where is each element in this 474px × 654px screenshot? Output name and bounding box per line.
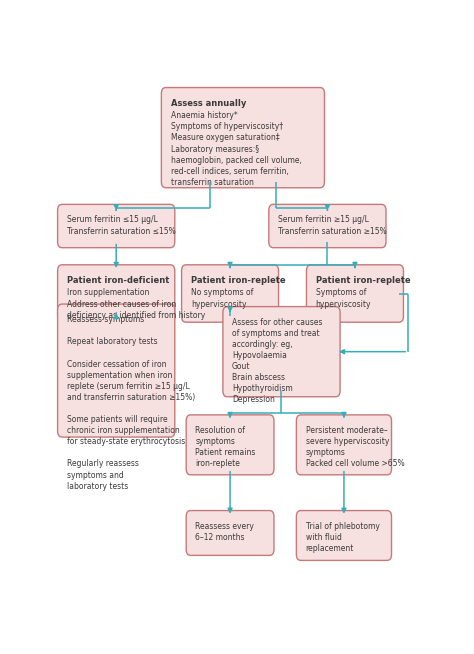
FancyBboxPatch shape — [58, 304, 175, 437]
Text: Assess for other causes
of symptoms and treat
accordingly: eg,
Hypovolaemia
Gout: Assess for other causes of symptoms and … — [232, 318, 323, 404]
FancyBboxPatch shape — [58, 205, 175, 248]
Text: Serum ferritin ≤15 µg/L
Transferrin saturation ≤15%: Serum ferritin ≤15 µg/L Transferrin satu… — [67, 215, 175, 235]
FancyBboxPatch shape — [186, 511, 274, 555]
Text: Trial of phlebotomy
with fluid
replacement: Trial of phlebotomy with fluid replaceme… — [306, 522, 379, 553]
Text: No symptoms of
hyperviscosity: No symptoms of hyperviscosity — [191, 288, 253, 309]
Text: Serum ferritin ≥15 µg/L
Transferrin saturation ≥15%: Serum ferritin ≥15 µg/L Transferrin satu… — [278, 215, 387, 235]
FancyBboxPatch shape — [161, 88, 325, 188]
FancyBboxPatch shape — [186, 415, 274, 475]
Text: Resolution of
symptoms
Patient remains
iron-replete: Resolution of symptoms Patient remains i… — [195, 426, 256, 468]
FancyBboxPatch shape — [296, 415, 392, 475]
Text: Symptoms of
hyperviscosity: Symptoms of hyperviscosity — [316, 288, 371, 309]
FancyBboxPatch shape — [307, 265, 403, 322]
FancyBboxPatch shape — [182, 265, 279, 322]
Text: Patient iron-replete: Patient iron-replete — [191, 276, 285, 285]
FancyBboxPatch shape — [296, 511, 392, 560]
FancyBboxPatch shape — [269, 205, 386, 248]
FancyBboxPatch shape — [58, 265, 175, 322]
Text: Assess annually: Assess annually — [171, 99, 246, 108]
Text: Reassess every
6–12 months: Reassess every 6–12 months — [195, 522, 254, 542]
Text: Anaemia history*
Symptoms of hyperviscosity†
Measure oxygen saturation‡
Laborato: Anaemia history* Symptoms of hyperviscos… — [171, 111, 301, 187]
Text: Patient iron-replete: Patient iron-replete — [316, 276, 410, 285]
Text: Persistent moderate–
severe hyperviscosity
symptoms
Packed cell volume >65%: Persistent moderate– severe hyperviscosi… — [306, 426, 404, 468]
FancyBboxPatch shape — [223, 307, 340, 397]
Text: Iron supplementation
Address other causes of iron
deficiency as identified from : Iron supplementation Address other cause… — [67, 288, 205, 320]
Text: Patient iron-deficient: Patient iron-deficient — [67, 276, 169, 285]
Text: Reassess symptoms

Repeat laboratory tests

Consider cessation of iron
supplemen: Reassess symptoms Repeat laboratory test… — [67, 315, 195, 490]
